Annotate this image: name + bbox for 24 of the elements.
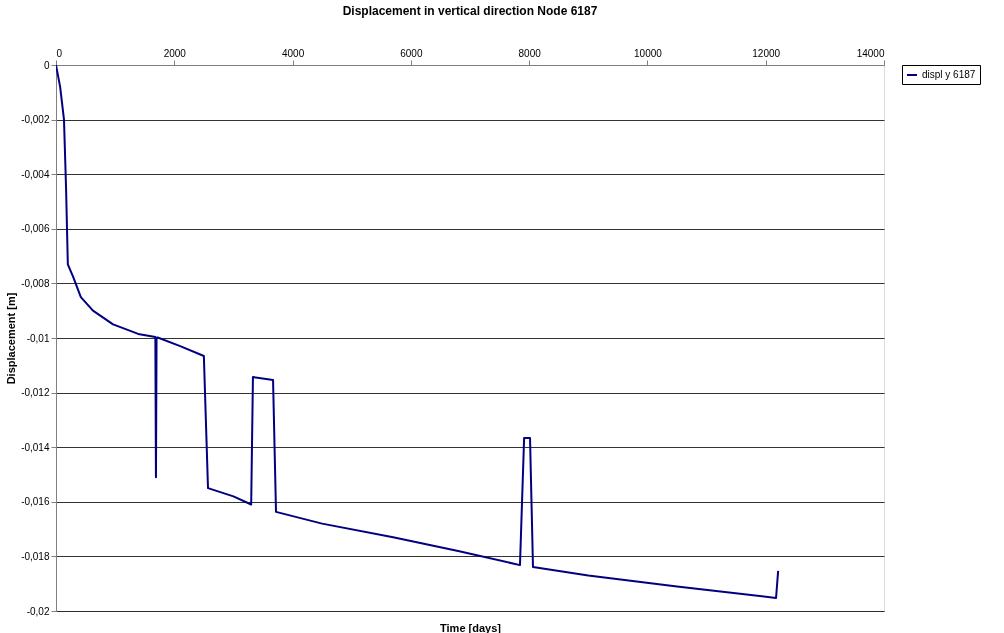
y-tick-label: -0,01 <box>26 332 50 344</box>
x-axis-title: Time [days] <box>440 621 502 633</box>
x-tick-label: 8000 <box>518 47 542 59</box>
x-tick-label: 6000 <box>400 47 423 59</box>
x-tick-label: 14000 <box>856 47 885 59</box>
y-tick-label: -0,014 <box>21 441 50 453</box>
chart-title: Displacement in vertical direction Node 6187 <box>342 4 598 18</box>
y-tick-label: 0 <box>43 59 50 71</box>
y-tick-label: -0,006 <box>21 223 50 235</box>
x-tick-label: 12000 <box>752 47 781 59</box>
y-tick-label: -0,016 <box>21 496 50 508</box>
y-axis-title: Displacement [m] <box>5 292 18 385</box>
x-tick-label: 4000 <box>281 47 305 59</box>
y-tick-label: -0,008 <box>21 277 50 289</box>
x-tick-label: 0 <box>56 47 63 59</box>
y-tick-label: -0,018 <box>21 550 50 562</box>
x-tick-label: 2000 <box>163 47 187 59</box>
y-tick-label: -0,02 <box>26 605 50 617</box>
legend-label: displ y 6187 <box>922 69 976 80</box>
y-tick-label: -0,012 <box>21 387 50 399</box>
y-tick-label: -0,004 <box>21 168 50 180</box>
line-series <box>56 65 780 599</box>
x-tick-label: 10000 <box>634 47 663 59</box>
y-tick-label: -0,002 <box>21 114 50 126</box>
